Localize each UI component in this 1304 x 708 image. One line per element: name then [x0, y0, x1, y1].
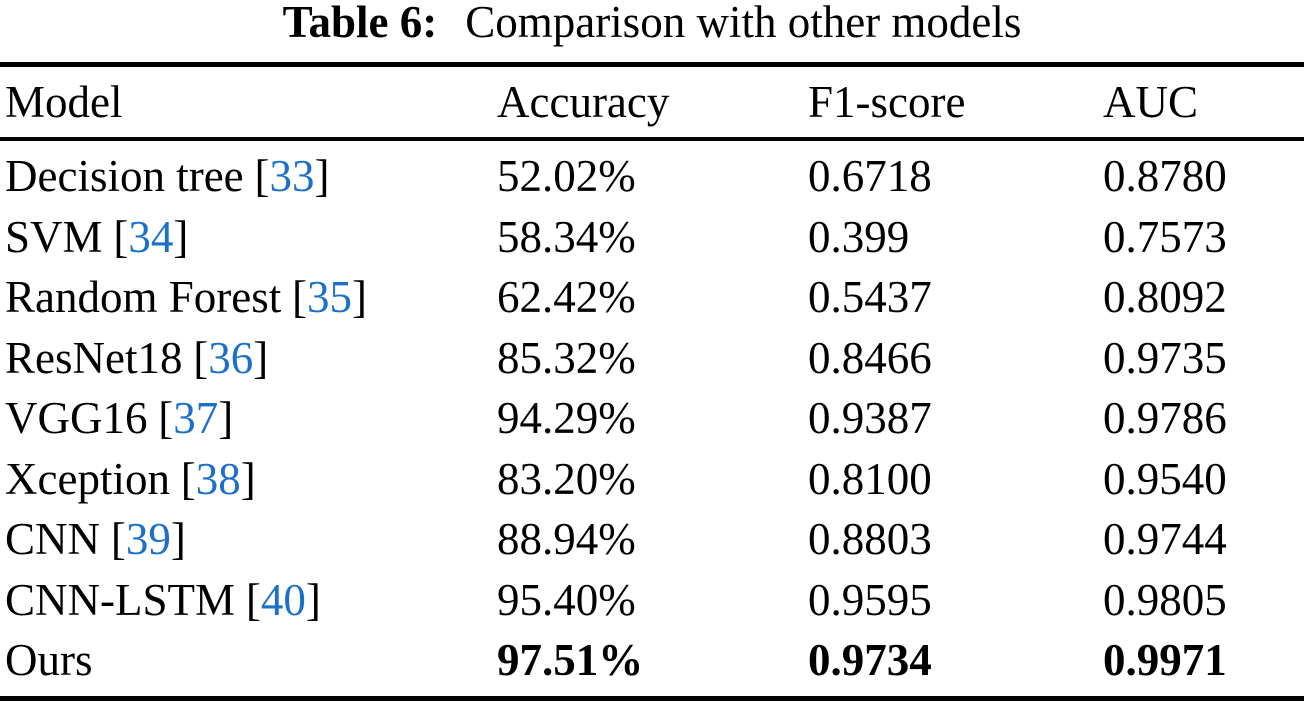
table-row: CNN-LSTM [40] 95.40% 0.9595 0.9805 — [0, 570, 1304, 631]
bottom-rule — [0, 696, 1304, 701]
accuracy-value: 62.42% — [497, 272, 636, 323]
citation-bracket-close: ] — [253, 332, 269, 383]
accuracy-value: 85.32% — [497, 332, 636, 383]
col-header-model: Model — [5, 77, 123, 127]
table-row: Decision tree [33] 52.02% 0.6718 0.8780 — [0, 146, 1304, 207]
table-caption-label: Table 6: — [282, 0, 438, 47]
f1-value: 0.9734 — [808, 635, 932, 686]
model-cell: Decision tree [33] — [5, 150, 329, 202]
citation-bracket-open: [ — [158, 393, 174, 444]
citation-link[interactable]: 40 — [260, 574, 306, 625]
citation-bracket-open: [ — [113, 211, 129, 262]
model-cell: SVM [34] — [5, 211, 188, 263]
auc-value: 0.8092 — [1103, 272, 1227, 323]
model-name: CNN-LSTM — [5, 574, 236, 625]
auc-value: 0.9971 — [1103, 635, 1227, 686]
auc-value: 0.7573 — [1103, 211, 1227, 262]
table-row: ResNet18 [36] 85.32% 0.8466 0.9735 — [0, 328, 1304, 389]
table-row: CNN [39] 88.94% 0.8803 0.9744 — [0, 509, 1304, 570]
citation-bracket-close: ] — [170, 514, 186, 565]
f1-value: 0.8100 — [808, 453, 932, 504]
auc-value: 0.9540 — [1103, 453, 1227, 504]
f1-value: 0.8803 — [808, 514, 932, 565]
citation-bracket-open: [ — [110, 514, 126, 565]
citation-bracket-close: ] — [240, 453, 256, 504]
table-caption: Table 6: Comparison with other models — [0, 0, 1304, 50]
col-header-accuracy: Accuracy — [497, 77, 670, 127]
model-cell: CNN [39] — [5, 513, 186, 565]
model-cell: CNN-LSTM [40] — [5, 574, 321, 626]
auc-value: 0.9744 — [1103, 514, 1227, 565]
accuracy-value: 94.29% — [497, 393, 636, 444]
citation-bracket-close: ] — [352, 272, 368, 323]
accuracy-value: 52.02% — [497, 151, 636, 202]
model-name: ResNet18 — [5, 332, 183, 383]
model-name: CNN — [5, 514, 101, 565]
table-row: SVM [34] 58.34% 0.399 0.7573 — [0, 207, 1304, 268]
citation: [34] — [113, 212, 188, 262]
accuracy-value: 88.94% — [497, 514, 636, 565]
citation-bracket-open: [ — [193, 332, 209, 383]
citation-link[interactable]: 33 — [269, 151, 315, 202]
citation-bracket-close: ] — [173, 211, 189, 262]
auc-value: 0.9805 — [1103, 574, 1227, 625]
model-name: Ours — [5, 635, 93, 686]
col-header-f1score: F1-score — [808, 77, 966, 127]
citation-link[interactable]: 38 — [195, 453, 241, 504]
citation-bracket-open: [ — [254, 151, 270, 202]
model-cell: Xception [38] — [5, 453, 256, 505]
citation: [39] — [111, 514, 186, 564]
f1-value: 0.399 — [808, 211, 910, 262]
model-name: SVM — [5, 211, 103, 262]
citation-bracket-close: ] — [218, 393, 234, 444]
header-rule — [0, 137, 1304, 141]
model-cell: ResNet18 [36] — [5, 332, 268, 384]
auc-value: 0.8780 — [1103, 151, 1227, 202]
citation-link[interactable]: 34 — [128, 211, 174, 262]
model-name: Random Forest — [5, 272, 282, 323]
f1-value: 0.6718 — [808, 151, 932, 202]
f1-value: 0.9595 — [808, 574, 932, 625]
citation-link[interactable]: 37 — [173, 393, 219, 444]
citation: [33] — [254, 151, 329, 201]
model-cell: VGG16 [37] — [5, 392, 233, 444]
col-header-auc: AUC — [1103, 77, 1199, 127]
citation-bracket-open: [ — [245, 574, 261, 625]
citation: [35] — [292, 272, 367, 322]
table-body: Decision tree [33] 52.02% 0.6718 0.8780 S… — [0, 146, 1304, 691]
citation-link[interactable]: 35 — [307, 272, 353, 323]
citation-link[interactable]: 39 — [125, 514, 171, 565]
citation-bracket-open: [ — [180, 453, 196, 504]
accuracy-value: 83.20% — [497, 453, 636, 504]
table-row: Random Forest [35] 62.42% 0.5437 0.8092 — [0, 267, 1304, 328]
accuracy-value: 95.40% — [497, 574, 636, 625]
f1-value: 0.9387 — [808, 393, 932, 444]
accuracy-value: 58.34% — [497, 211, 636, 262]
model-name: Decision tree — [5, 151, 244, 202]
top-rule — [0, 62, 1304, 67]
citation-link[interactable]: 36 — [208, 332, 254, 383]
citation: [40] — [246, 575, 321, 625]
citation-bracket-close: ] — [314, 151, 330, 202]
citation: [36] — [193, 333, 268, 383]
model-name: VGG16 — [5, 393, 148, 444]
citation-bracket-close: ] — [305, 574, 321, 625]
table-row: Xception [38] 83.20% 0.8100 0.9540 — [0, 449, 1304, 510]
table-row: VGG16 [37] 94.29% 0.9387 0.9786 — [0, 388, 1304, 449]
citation-bracket-open: [ — [292, 272, 308, 323]
model-name: Xception — [5, 453, 170, 504]
auc-value: 0.9786 — [1103, 393, 1227, 444]
accuracy-value: 97.51% — [497, 635, 644, 686]
table-header-row: Model Accuracy F1-score AUC — [0, 70, 1304, 134]
citation: [38] — [181, 454, 256, 504]
table-row-ours: Ours 97.51% 0.9734 0.9971 — [0, 630, 1304, 691]
model-cell: Random Forest [35] — [5, 271, 367, 323]
table-caption-text: Comparison with other models — [465, 0, 1022, 47]
f1-value: 0.8466 — [808, 332, 932, 383]
f1-value: 0.5437 — [808, 272, 932, 323]
auc-value: 0.9735 — [1103, 332, 1227, 383]
model-cell: Ours — [5, 634, 93, 686]
citation: [37] — [158, 393, 233, 443]
